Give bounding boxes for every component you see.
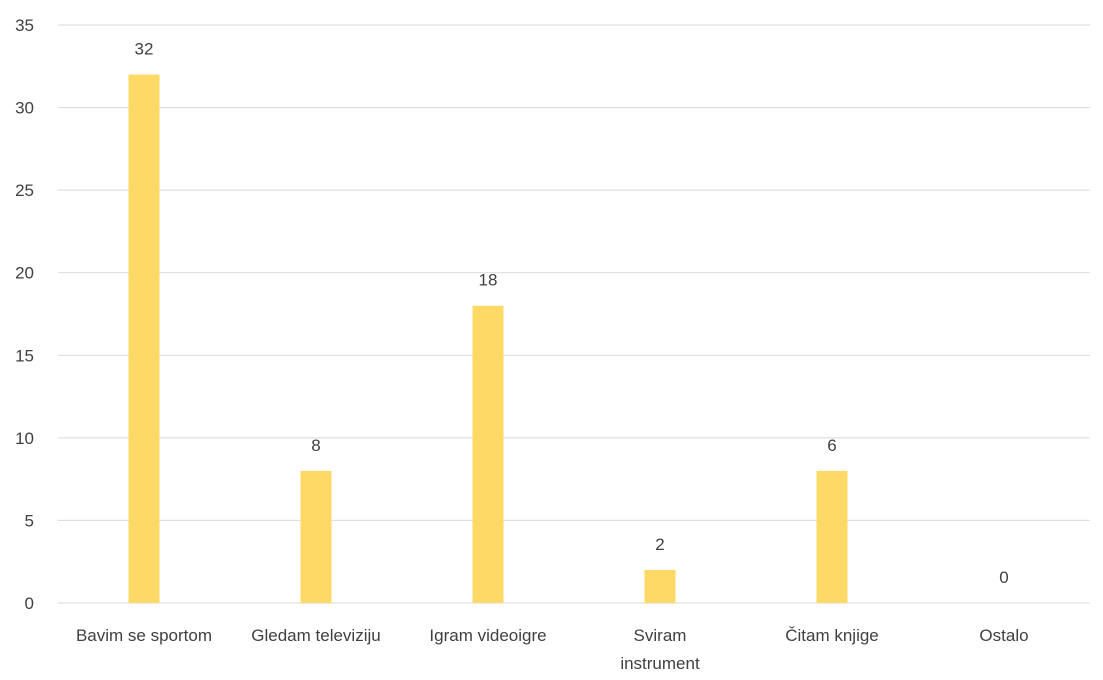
data-label: 2: [655, 535, 664, 554]
y-tick-label: 10: [15, 429, 34, 448]
x-axis-categories: Bavim se sportom Gledam televiziju Igram v…: [76, 626, 1029, 673]
y-tick-label: 30: [15, 99, 34, 118]
y-tick-label: 25: [15, 181, 34, 200]
x-category-label: Ostalo: [979, 626, 1028, 645]
x-category-label: Igram videoigre: [429, 626, 546, 645]
bars: [128, 74, 848, 604]
y-tick-label: 35: [15, 16, 34, 35]
gridlines: [58, 24, 1090, 604]
data-labels: 32 8 18 2 6 0: [135, 40, 1009, 587]
y-tick-label: 15: [15, 346, 34, 365]
x-category-label-line: Igram videoigre: [429, 626, 546, 645]
x-category-label-line: Bavim se sportom: [76, 626, 212, 645]
x-category-label-line: instrument: [620, 654, 700, 673]
x-category-label-line: Čitam knjige: [785, 626, 879, 645]
data-label: 32: [135, 40, 154, 59]
data-label: 0: [999, 568, 1008, 587]
x-category-label: Čitam knjige: [785, 626, 879, 645]
bar: [816, 470, 848, 603]
y-tick-label: 5: [25, 511, 34, 530]
bar: [644, 569, 676, 603]
x-category-label: Bavim se sportom: [76, 626, 212, 645]
y-tick-label: 0: [25, 594, 34, 613]
x-category-label: Gledam televiziju: [251, 626, 380, 645]
y-tick-label: 20: [15, 264, 34, 283]
data-label: 18: [479, 271, 498, 290]
data-label: 6: [827, 436, 836, 455]
x-category-label: Sviram instrument: [620, 626, 700, 673]
x-category-label-line: Ostalo: [979, 626, 1028, 645]
x-category-label-line: Gledam televiziju: [251, 626, 380, 645]
data-label: 8: [311, 436, 320, 455]
bar: [472, 305, 504, 603]
x-category-label-line: Sviram: [634, 626, 687, 645]
bar: [300, 470, 332, 603]
bar: [128, 74, 160, 604]
y-axis-ticks: 0 5 10 15 20 25 30 35: [15, 16, 34, 613]
